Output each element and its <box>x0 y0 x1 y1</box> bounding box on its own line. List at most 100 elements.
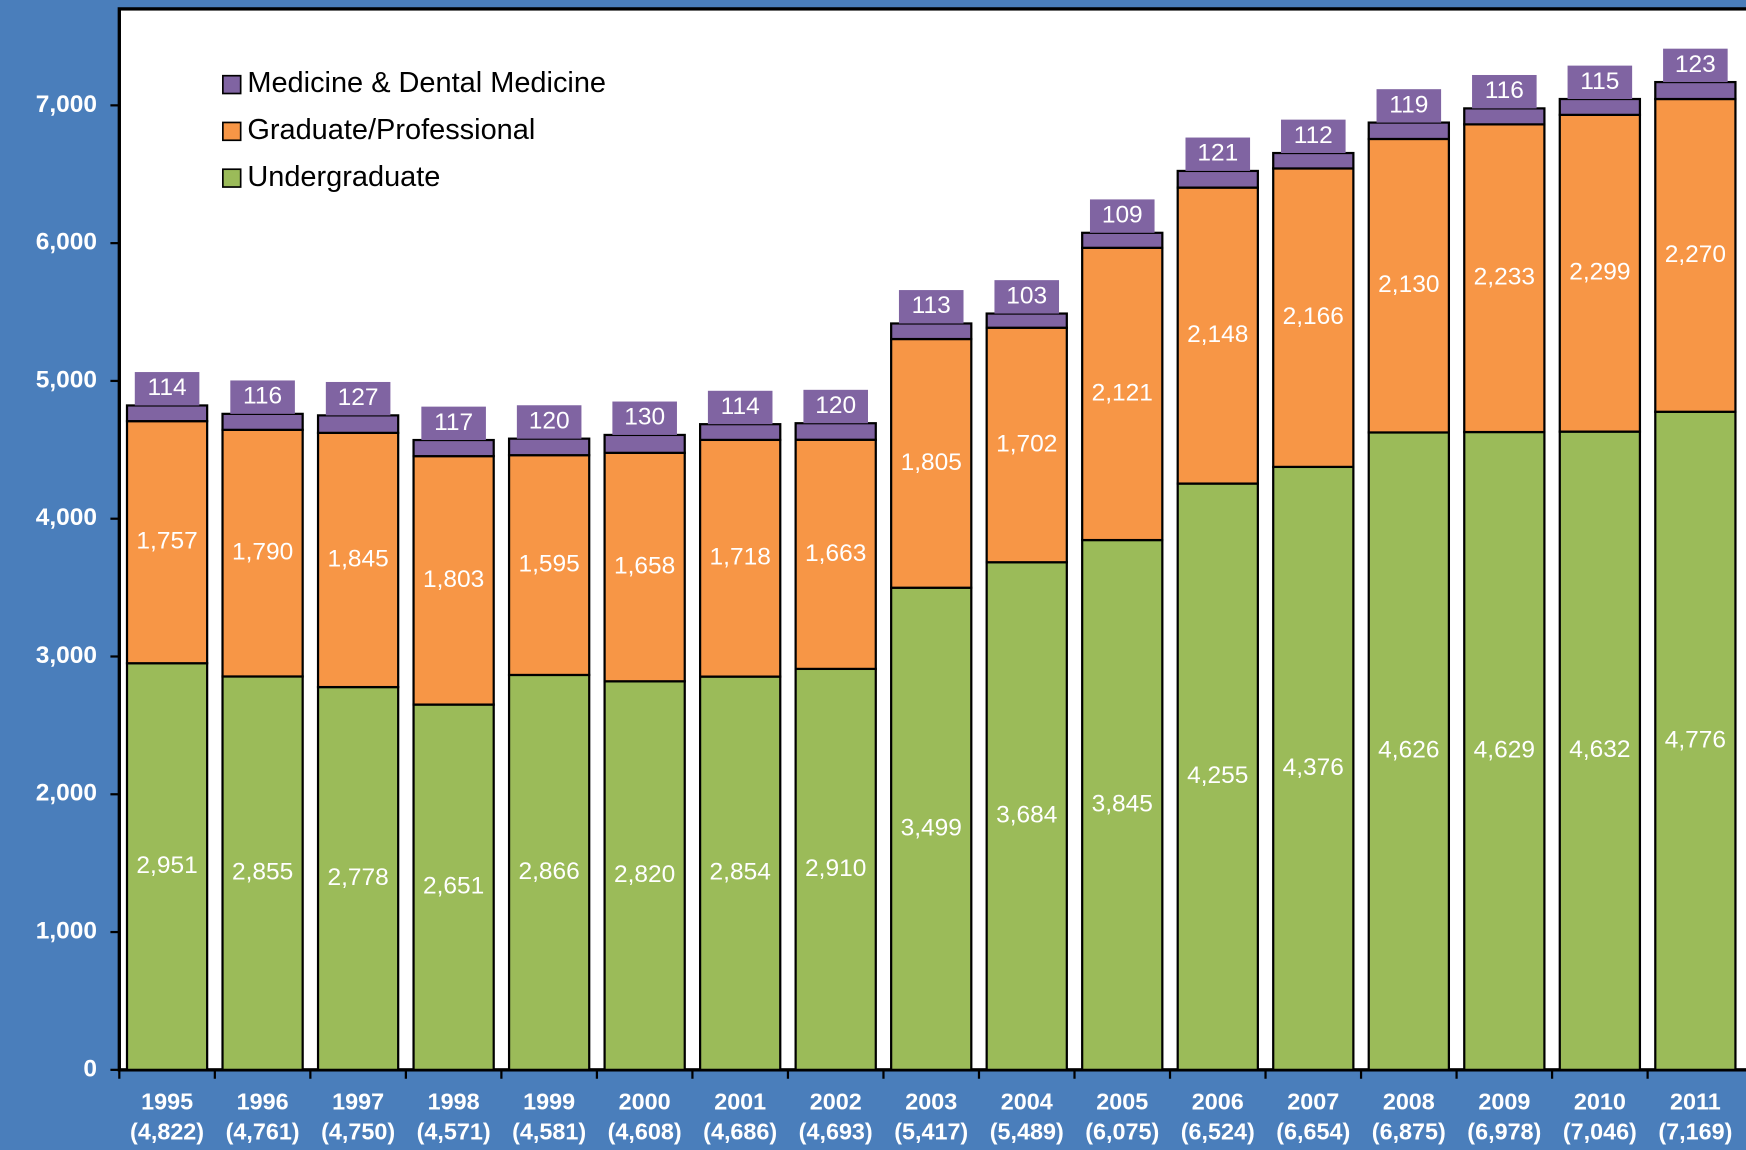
bar-segment <box>603 680 686 1071</box>
data-label-box <box>516 405 582 439</box>
data-label-box <box>421 406 486 441</box>
x-total-label: (4,693) <box>799 1118 873 1144</box>
data-label-box <box>707 390 773 425</box>
data-label: 127 <box>338 384 379 411</box>
x-tick-label: 2004 <box>1001 1088 1053 1114</box>
data-label: 1,803 <box>423 566 484 593</box>
data-label: 130 <box>624 404 665 431</box>
legend-swatch <box>222 74 242 95</box>
x-total-label: (4,571) <box>417 1118 491 1144</box>
bar-segment <box>1367 121 1451 141</box>
data-label-box <box>1185 137 1251 171</box>
x-tick-label: 2003 <box>905 1088 957 1114</box>
bar-segment <box>1654 97 1737 413</box>
data-label: 4,629 <box>1474 736 1535 763</box>
bar-segment <box>507 673 591 1071</box>
data-label: 2,778 <box>327 864 388 891</box>
legend-swatch <box>222 168 242 188</box>
bar-segment <box>1558 430 1642 1071</box>
data-label: 2,121 <box>1092 379 1153 406</box>
x-tick-label: 2010 <box>1574 1088 1626 1114</box>
bar-segment <box>412 703 495 1071</box>
bar-segment <box>985 326 1068 564</box>
data-label: 4,626 <box>1378 737 1439 764</box>
data-label: 117 <box>434 409 473 436</box>
data-label: 3,499 <box>901 814 962 841</box>
x-total-label: (7,046) <box>1563 1118 1637 1144</box>
bar-segment <box>412 455 495 706</box>
x-tick-label: 1996 <box>237 1088 289 1114</box>
x-tick-label: 2006 <box>1192 1088 1244 1114</box>
x-total-label: (4,608) <box>608 1118 682 1144</box>
data-label: 109 <box>1102 202 1143 229</box>
data-label: 116 <box>1485 77 1524 104</box>
bar-segment <box>1176 169 1259 189</box>
bar-segment <box>890 322 973 341</box>
bar-segment <box>1558 113 1642 433</box>
x-tick-label: 2002 <box>810 1088 862 1114</box>
x-total-label: (6,075) <box>1085 1118 1159 1144</box>
data-label: 1,757 <box>136 528 197 555</box>
data-label: 116 <box>243 383 282 410</box>
bar-segment <box>1081 231 1164 249</box>
data-label: 2,651 <box>423 873 484 900</box>
data-label: 1,702 <box>996 430 1057 457</box>
x-tick-label: 2000 <box>619 1088 671 1114</box>
bar-segment <box>1654 410 1737 1071</box>
data-label: 2,148 <box>1187 321 1248 348</box>
x-tick-label: 1998 <box>428 1088 480 1114</box>
data-label: 123 <box>1675 51 1716 78</box>
data-label: 1,718 <box>710 544 771 571</box>
y-tick-label: 4,000 <box>36 504 97 531</box>
data-label: 3,684 <box>996 802 1057 829</box>
data-label-box <box>1663 48 1728 83</box>
x-total-label: (4,686) <box>703 1118 777 1144</box>
y-tick-label: 2,000 <box>36 780 97 807</box>
bar-segment <box>507 454 591 677</box>
data-label: 2,130 <box>1378 271 1439 298</box>
data-label: 3,845 <box>1092 790 1153 817</box>
data-label-box <box>325 381 391 416</box>
data-label: 1,790 <box>232 539 293 566</box>
y-tick-label: 5,000 <box>36 366 97 393</box>
x-tick-label: 1995 <box>141 1088 193 1114</box>
data-label: 115 <box>1580 68 1619 95</box>
data-label: 1,595 <box>519 551 580 578</box>
bar-segment <box>221 428 304 678</box>
x-tick-label: 2009 <box>1478 1088 1530 1114</box>
data-label: 120 <box>815 392 856 419</box>
bar-segment <box>890 586 973 1071</box>
bar-segment <box>221 675 304 1071</box>
bar-segment <box>125 404 209 423</box>
bar-segment <box>316 414 400 434</box>
bar-segment <box>1558 97 1642 116</box>
x-tick-label: 1997 <box>332 1088 384 1114</box>
x-total-label: (6,978) <box>1467 1118 1541 1144</box>
data-label-box <box>230 380 295 414</box>
y-tick-label: 7,000 <box>36 91 97 118</box>
data-label: 120 <box>529 407 570 434</box>
data-label: 2,951 <box>136 852 197 879</box>
legend-label: Graduate/Professional <box>247 114 535 146</box>
bar-segment <box>507 437 591 457</box>
bar-segment <box>1367 431 1451 1071</box>
data-label-box <box>898 290 964 324</box>
data-label-box <box>994 280 1060 314</box>
x-tick-label: 2008 <box>1383 1088 1435 1114</box>
data-label: 4,376 <box>1283 754 1344 781</box>
x-total-label: (7,169) <box>1658 1118 1732 1144</box>
legend-label: Undergraduate <box>247 161 440 193</box>
data-label: 2,166 <box>1283 303 1344 330</box>
bar-segment <box>698 438 782 678</box>
x-total-label: (5,417) <box>894 1118 968 1144</box>
x-total-label: (4,750) <box>321 1118 395 1144</box>
x-total-label: (5,489) <box>990 1118 1064 1144</box>
data-label-box <box>1567 65 1633 100</box>
bar-segment <box>1081 246 1164 542</box>
data-label-box <box>1089 199 1155 233</box>
data-label: 4,632 <box>1569 736 1630 763</box>
data-label-box <box>803 389 868 424</box>
bar-segment <box>603 433 686 454</box>
